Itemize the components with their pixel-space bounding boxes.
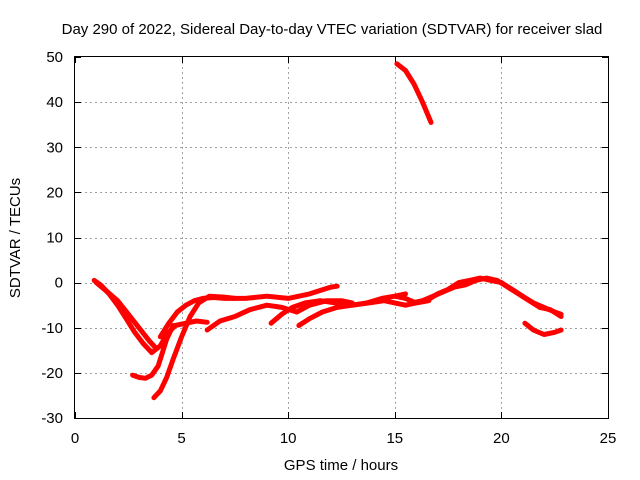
- x-tick-label: 5: [177, 430, 185, 447]
- y-axis-label: SDTVAR / TECUs: [7, 178, 24, 298]
- series-arc-10: [409, 275, 564, 319]
- x-tick-label: 10: [280, 430, 297, 447]
- y-tick-label: 20: [46, 184, 63, 201]
- x-tick-label: 15: [386, 430, 403, 447]
- y-tick-label: 30: [46, 139, 63, 156]
- series-arc-3: [130, 323, 176, 381]
- data-series: [91, 61, 564, 401]
- x-tick-label: 0: [71, 430, 79, 447]
- series-arc-12: [394, 61, 434, 125]
- x-tick-label: 20: [493, 430, 510, 447]
- series-arc-2: [93, 280, 159, 351]
- y-tick-label: 0: [55, 275, 63, 292]
- y-tick-label: 10: [46, 230, 63, 247]
- series-arc-5: [157, 283, 340, 340]
- series-arc-8: [296, 291, 408, 328]
- y-tick-label: 40: [46, 94, 63, 111]
- grid-lines: [75, 57, 608, 418]
- x-tick-label: 25: [600, 430, 617, 447]
- chart-title: Day 290 of 2022, Sidereal Day-to-day VTE…: [62, 21, 603, 38]
- y-tick-label: 50: [46, 49, 63, 66]
- series-arc-11: [522, 320, 564, 337]
- axis-ticks: 0 5 10 15 20 25 -30 -20 -10 0 10 20 30 40 50: [41, 49, 616, 447]
- plot-frame: [74, 56, 609, 419]
- y-tick-label: -20: [41, 365, 63, 382]
- x-axis-label: GPS time / hours: [284, 457, 398, 474]
- y-tick-label: -30: [41, 410, 63, 427]
- y-tick-label: -10: [41, 320, 63, 337]
